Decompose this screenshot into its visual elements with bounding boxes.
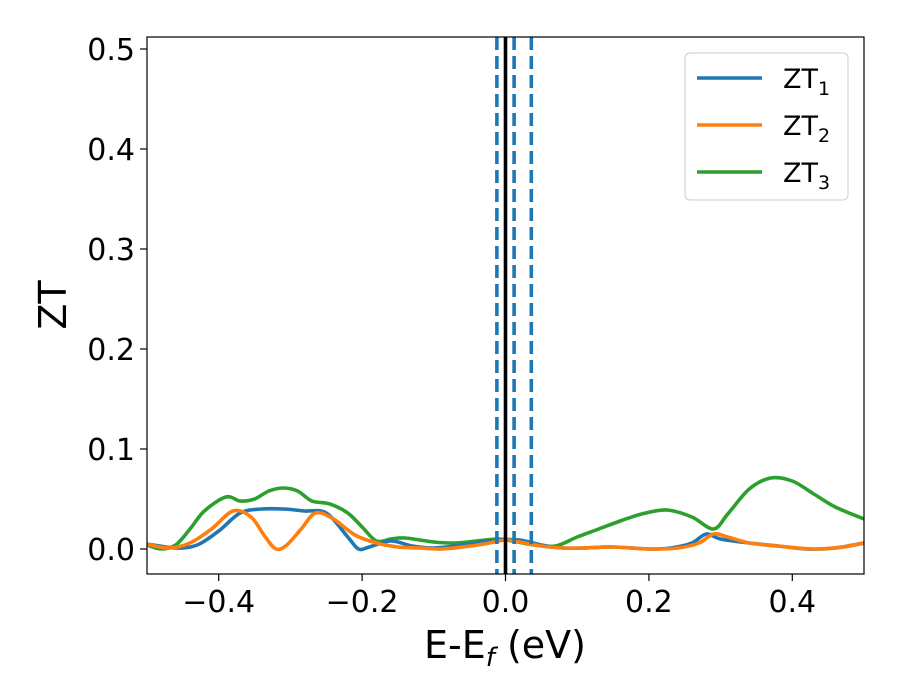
y-tick-label: 0.5 xyxy=(87,33,135,68)
legend-label-zt2: ZT2 xyxy=(783,111,830,147)
legend-label-zt1: ZT1 xyxy=(783,64,830,100)
x-tick-label: 0.4 xyxy=(768,585,816,620)
x-tick-label: −0.2 xyxy=(326,585,399,620)
legend: ZT1 ZT2 ZT3 xyxy=(684,52,849,201)
y-tick-label: 0.3 xyxy=(87,233,135,268)
axes: −0.4 −0.2 0.0 0.2 0.4 0.0 0.1 0.2 0.3 0.4 0.5 xyxy=(87,33,816,620)
y-tick-label: 0.1 xyxy=(87,433,135,468)
series-line-zt3 xyxy=(147,475,864,551)
y-axis-label: ZT xyxy=(31,280,75,330)
x-axis-label: E-Ef (eV) xyxy=(424,623,586,673)
plot-area xyxy=(147,37,864,574)
series-line-zt2 xyxy=(147,508,864,552)
y-tick-label: 0.2 xyxy=(87,333,135,368)
y-tick-label: 0.4 xyxy=(87,133,135,168)
legend-box xyxy=(684,52,849,201)
y-tick-label: 0.0 xyxy=(87,533,135,568)
legend-label-zt3: ZT3 xyxy=(783,158,830,194)
series-line-zt1 xyxy=(147,506,864,552)
x-tick-label: −0.4 xyxy=(182,585,255,620)
x-tick-label: 0.2 xyxy=(625,585,673,620)
x-tick-label: 0.0 xyxy=(482,585,530,620)
